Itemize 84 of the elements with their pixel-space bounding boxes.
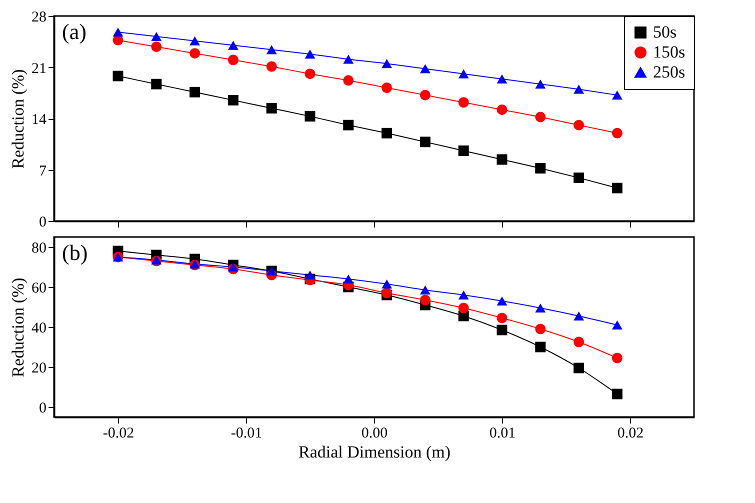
point [190,86,200,98]
point [535,112,546,122]
legend-label: 50s [653,22,677,42]
point [535,80,546,89]
x-tick-label: 0.02 [617,426,644,442]
point [228,262,238,272]
y-axis-title: Reduction (%) [8,278,28,378]
point [304,111,316,122]
point [496,104,508,115]
legend-label: 250s [653,62,686,82]
y-tick-label: 40 [32,320,46,336]
y-tick-label: 14 [32,112,47,128]
point [612,388,622,400]
y-tick-label: 20 [32,360,46,376]
point [496,296,508,306]
point [612,90,622,100]
annotation: (a) [62,19,86,44]
point [304,270,316,280]
point [112,28,124,37]
point [496,74,508,84]
point [458,290,469,300]
point [151,32,162,42]
y-tick-label: 80 [32,240,46,256]
point [382,128,392,138]
point [574,84,584,94]
point [343,120,354,130]
point [458,145,469,156]
point [420,64,430,74]
x-tick-label: -0.02 [102,426,134,442]
point [420,90,430,100]
point [458,69,469,78]
point [228,40,238,50]
y-tick-label: 60 [32,280,46,296]
point [496,324,508,336]
point [343,54,354,64]
x-tick-label: 0.01 [489,426,516,442]
point [382,59,392,68]
point [496,154,508,165]
point [458,302,469,314]
legend-label: 150s [653,42,686,62]
point [535,303,546,313]
point [574,311,584,321]
point [496,312,508,324]
point [304,50,316,59]
point [612,128,622,138]
point [420,285,430,295]
point [151,42,162,52]
y-tick-label: 7 [39,163,47,180]
point [304,68,316,80]
point [112,70,124,82]
point [574,120,584,130]
point [343,75,354,86]
point [190,36,200,46]
point [266,61,277,72]
point [612,182,622,194]
point [612,320,622,330]
point [574,362,584,374]
point [151,78,162,90]
point [574,172,584,184]
y-tick-label: 0 [39,400,46,416]
y-tick-label: 0 [39,214,46,230]
point [535,163,546,174]
point [535,324,546,334]
point [266,103,277,114]
x-axis-title: Radial Dimension (m) [298,442,451,462]
x-tick-label: -0.01 [230,426,262,442]
annotation: (b) [62,240,88,265]
point [266,45,277,54]
point [382,279,392,289]
point [382,82,392,93]
point [458,97,469,108]
point [228,94,238,106]
point [228,54,238,66]
y-tick-label: 21 [32,60,46,77]
point [343,274,354,284]
y-axis-title: Reduction (%) [8,69,28,169]
point [420,294,430,306]
x-tick-label: 0.00 [361,426,388,442]
point [612,352,622,364]
point [190,48,200,59]
point [535,342,546,352]
y-tick-label: 28 [32,10,46,26]
point [574,336,584,348]
point [420,136,430,148]
